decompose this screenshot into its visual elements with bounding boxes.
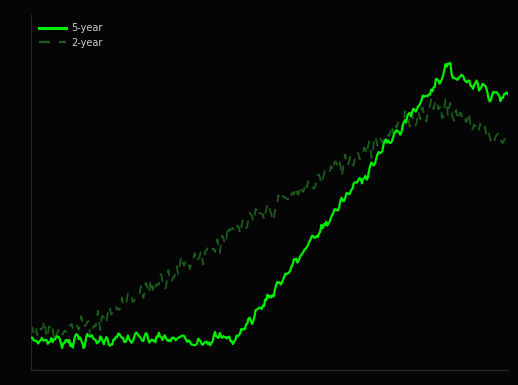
Legend: 5-year, 2-year: 5-year, 2-year — [36, 20, 105, 51]
